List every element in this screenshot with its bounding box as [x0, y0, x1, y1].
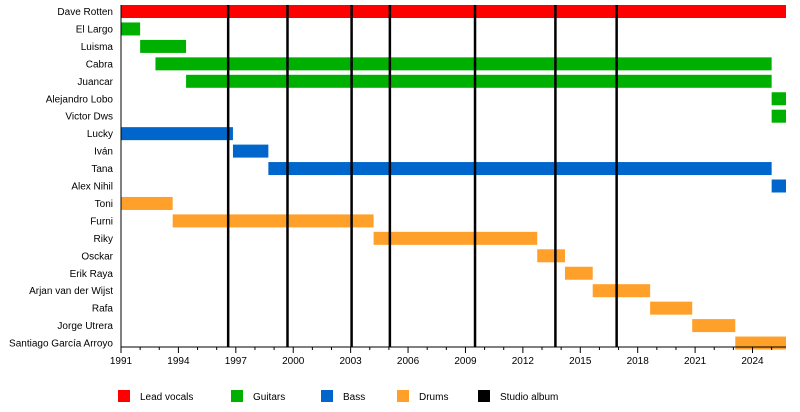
member-bar — [373, 231, 538, 245]
member-label: Santiago García Arroyo — [9, 339, 113, 350]
member-bar — [121, 127, 233, 141]
x-tick-label: 2006 — [397, 356, 420, 367]
member-bar — [172, 214, 374, 228]
member-bar — [186, 74, 772, 88]
member-bar — [537, 249, 565, 263]
member-bar — [121, 5, 786, 18]
x-tick-label: 2009 — [454, 356, 477, 367]
member-bar — [735, 336, 786, 350]
legend-label: Drums — [419, 392, 448, 403]
legend-swatch — [397, 390, 409, 402]
member-label: Furni — [90, 216, 113, 227]
member-label: Alejandro Lobo — [46, 94, 114, 105]
legend-swatch — [118, 390, 130, 402]
member-bar — [771, 179, 786, 193]
member-label: Lucky — [87, 129, 113, 140]
member-bar — [232, 144, 269, 158]
member-bar — [121, 196, 173, 210]
x-tick-label: 1991 — [110, 356, 133, 367]
member-bar — [140, 39, 187, 53]
x-tick-label: 2000 — [282, 356, 305, 367]
legend-label: Studio album — [500, 392, 558, 403]
member-label: Riky — [94, 234, 113, 245]
x-tick-label: 1994 — [167, 356, 190, 367]
member-bar — [650, 301, 693, 315]
member-label: Rafa — [92, 304, 114, 315]
member-label: Erik Raya — [70, 269, 114, 280]
member-label: Luisma — [81, 42, 114, 53]
member-bar — [692, 319, 736, 333]
legend-swatch — [231, 390, 243, 402]
legend-label: Bass — [343, 392, 365, 403]
member-bar — [121, 22, 141, 36]
x-tick-label: 2012 — [512, 356, 535, 367]
member-label: Juancar — [77, 77, 113, 88]
member-bar — [564, 266, 593, 280]
member-label: Iván — [94, 147, 113, 158]
x-tick-label: 1997 — [225, 356, 248, 367]
x-tick-label: 2018 — [627, 356, 650, 367]
x-tick-label: 2003 — [340, 356, 363, 367]
member-label: Cabra — [86, 59, 114, 70]
member-label: Tana — [91, 164, 113, 175]
member-label: Victor Dws — [65, 112, 113, 123]
member-label: Arjan van der Wijst — [29, 286, 113, 297]
member-bar — [771, 109, 786, 123]
member-bar — [155, 57, 772, 71]
x-tick-label: 2021 — [684, 356, 707, 367]
member-label: Osckar — [81, 251, 113, 262]
member-label: El Largo — [76, 24, 114, 35]
legend-label: Lead vocals — [140, 392, 193, 403]
legend-swatch — [321, 390, 333, 402]
member-label: Toni — [95, 199, 113, 210]
member-bar — [268, 162, 772, 176]
member-bar — [592, 284, 651, 298]
legend-swatch — [478, 390, 490, 402]
x-tick-label: 2015 — [569, 356, 592, 367]
member-bar — [771, 92, 786, 106]
member-label: Alex Nihil — [71, 182, 113, 193]
legend-label: Guitars — [253, 392, 285, 403]
member-label: Dave Rotten — [57, 7, 113, 18]
member-label: Jorge Utrera — [57, 321, 113, 332]
x-tick-label: 2024 — [741, 356, 764, 367]
